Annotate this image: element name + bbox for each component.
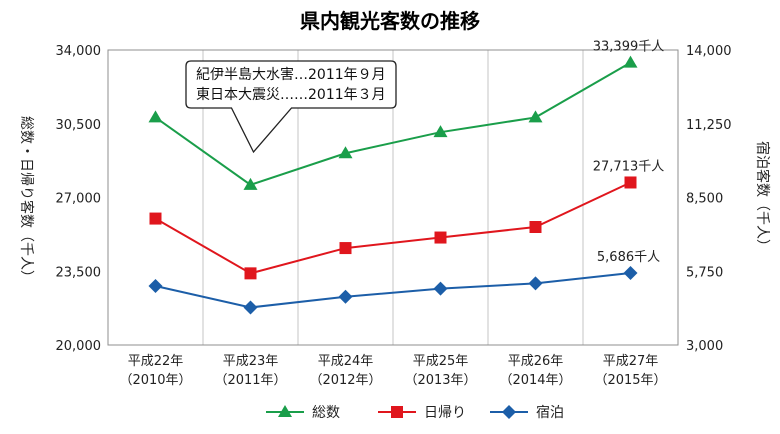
x-tick-sublabel: （2015年）	[594, 373, 666, 388]
data-label: 33,399千人	[593, 40, 665, 55]
data-point	[433, 125, 448, 138]
x-tick-sublabel: （2010年）	[119, 373, 191, 388]
x-tick-label: 平成25年	[413, 354, 469, 369]
series-layer	[148, 55, 638, 315]
callout-line-2: 東日本大震災……2011年３月	[196, 87, 386, 103]
annotation-callout: 紀伊半島大水害…2011年９月 東日本大震災……2011年３月	[185, 60, 397, 154]
data-point	[434, 231, 447, 244]
right-axis: 3,000 5,750 8,500 11,250 14,000	[686, 44, 732, 354]
legend-marker	[502, 405, 516, 419]
data-point	[339, 242, 352, 255]
y-left-tick-label: 30,500	[56, 118, 102, 133]
data-point	[528, 110, 543, 123]
data-point	[148, 110, 163, 123]
y-left-tick-label: 23,500	[56, 265, 102, 280]
legend-item: 宿泊	[490, 404, 564, 421]
series-1	[149, 176, 637, 280]
plot-area	[107, 49, 679, 346]
x-tick-label: 平成24年	[318, 354, 374, 369]
series-2	[148, 265, 638, 315]
data-point	[624, 176, 637, 189]
y-left-tick-label: 20,000	[56, 339, 102, 354]
x-tick-sublabel: （2011年）	[214, 373, 286, 388]
data-point	[338, 146, 353, 159]
legend-marker	[278, 405, 292, 417]
x-tick-label: 平成22年	[128, 354, 184, 369]
callout-line-1: 紀伊半島大水害…2011年９月	[196, 67, 386, 83]
data-point	[149, 212, 162, 225]
x-tick-sublabel: （2012年）	[309, 373, 381, 388]
y-right-tick-label: 8,500	[686, 192, 723, 207]
y-axis-right-label: 宿泊客数（千人）	[754, 141, 771, 253]
data-point	[243, 177, 258, 190]
data-point	[244, 267, 257, 280]
legend-item: 日帰り	[378, 404, 466, 421]
legend-label: 総数	[312, 405, 340, 421]
y-right-tick-label: 5,750	[686, 265, 723, 280]
data-point	[243, 300, 258, 315]
series-line	[155, 271, 631, 309]
series-line	[154, 61, 631, 186]
legend-label: 日帰り	[424, 404, 466, 421]
series-0	[148, 55, 638, 190]
y-left-tick-label: 27,000	[56, 192, 102, 207]
data-point	[433, 281, 448, 296]
data-label: 27,713千人	[593, 159, 665, 174]
y-right-tick-label: 11,250	[686, 118, 732, 133]
left-axis: 20,000 23,500 27,000 30,500 34,000	[56, 44, 102, 354]
data-point	[148, 279, 163, 293]
y-right-tick-label: 14,000	[686, 44, 732, 59]
x-tick-label: 平成23年	[223, 354, 279, 369]
x-tick-sublabel: （2013年）	[404, 373, 476, 388]
callout-box	[185, 60, 397, 154]
legend-item: 総数	[266, 405, 340, 421]
data-label: 5,686千人	[597, 250, 660, 265]
data-point	[338, 289, 353, 304]
data-point	[529, 221, 542, 233]
y-left-tick-label: 34,000	[56, 44, 102, 59]
y-right-tick-label: 3,000	[686, 339, 723, 354]
legend-marker	[391, 406, 403, 418]
data-point	[528, 276, 543, 291]
data-point	[623, 55, 638, 68]
x-tick-sublabel: （2014年）	[499, 373, 571, 388]
x-tick-label: 平成27年	[603, 354, 659, 369]
legend-label: 宿泊	[536, 404, 564, 421]
chart-title: 県内観光客数の推移	[300, 9, 480, 33]
data-labels: 33,399千人 27,713千人 5,686千人	[593, 40, 665, 265]
data-point	[623, 265, 638, 280]
series-line	[155, 181, 631, 275]
x-axis: 平成22年 （2010年） 平成23年 （2011年） 平成24年 （2012年） 平成25…	[119, 354, 666, 388]
y-axis-left-label: 総数・日帰り客数（千人）	[18, 116, 35, 284]
x-tick-label: 平成26年	[508, 354, 564, 369]
legend: 総数 日帰り 宿泊	[266, 404, 564, 421]
